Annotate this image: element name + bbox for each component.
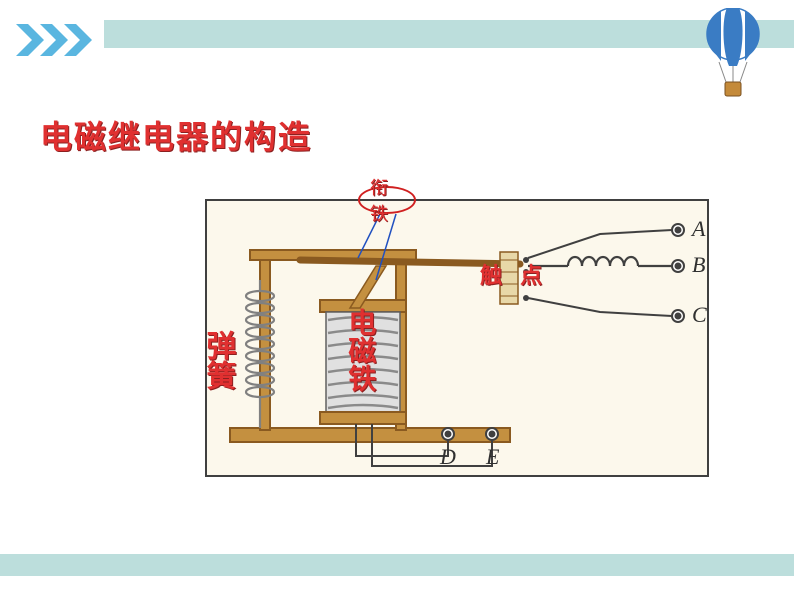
relay-diagram: A B C D E 衔铁 触 点 弹簧 电磁铁 [180,180,710,480]
left-post [260,256,270,430]
relay-svg: A B C D E [180,180,720,480]
terminal-a-label: A [690,216,706,241]
balloon-icon [702,8,764,104]
chevron-icon [12,20,112,60]
top-band [0,20,794,48]
terminal-e-label: E [485,444,500,469]
terminal-b-label: B [692,252,705,277]
armature-label: 衔铁 [358,186,416,214]
top-band-fill [104,20,794,48]
terminal-c-label: C [692,302,707,327]
base-plate [230,428,510,442]
bottom-band [0,554,794,576]
terminal-d-label: D [439,444,456,469]
electromagnet-label: 电磁铁 [346,308,375,392]
armature-text: 衔铁 [370,174,404,226]
page-title: 电磁继电器的构造 [40,112,312,158]
contact-label: 触 点 [480,258,548,290]
spring-label: 弹簧 [202,330,234,390]
